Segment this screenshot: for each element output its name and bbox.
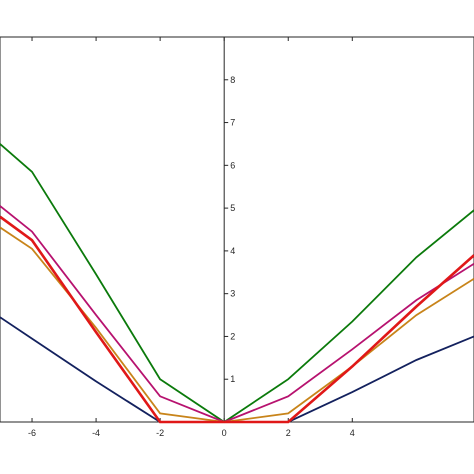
y-axis-ticks: 1 2 3 4 5 6 7 8 (224, 75, 235, 384)
series-lines (0, 143, 474, 424)
x-tick-label: -2 (156, 428, 164, 438)
x-tick-label: 4 (350, 428, 355, 438)
y-tick-label: 2 (230, 331, 235, 341)
x-tick-label: -6 (28, 428, 36, 438)
y-tick-label: 1 (230, 374, 235, 384)
series-line-5 (0, 215, 474, 424)
x-tick-label: 0 (222, 428, 227, 438)
x-axis-ticks: -6 -4 -2 0 2 4 (28, 37, 355, 438)
y-tick-label: 5 (230, 203, 235, 213)
x-tick-label: 2 (286, 428, 291, 438)
y-tick-label: 8 (230, 75, 235, 85)
y-tick-label: 3 (230, 289, 235, 299)
x-tick-label: -4 (92, 428, 100, 438)
y-tick-label: 6 (230, 160, 235, 170)
y-tick-label: 7 (230, 118, 235, 128)
y-tick-label: 4 (230, 246, 235, 256)
plot-area-frame (0, 36, 474, 423)
